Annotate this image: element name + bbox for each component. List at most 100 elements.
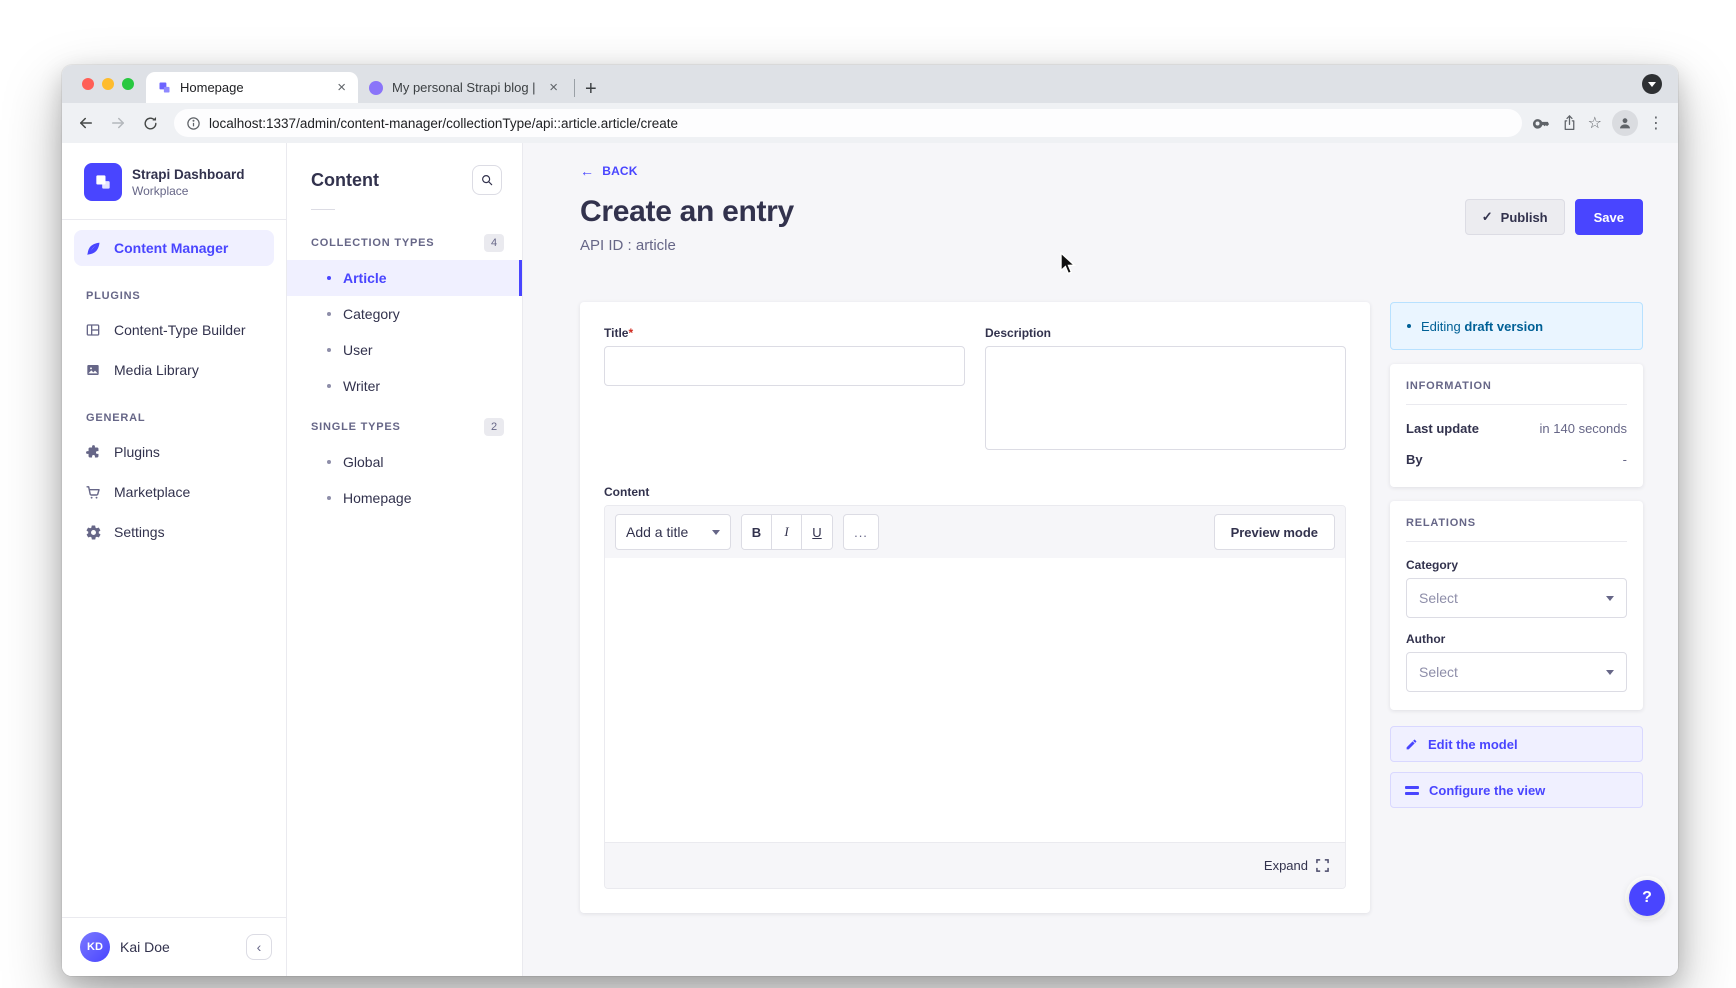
search-icon bbox=[482, 175, 493, 186]
chevron-down-icon bbox=[1648, 82, 1656, 87]
password-key-icon[interactable] bbox=[1532, 114, 1551, 133]
author-label: Author bbox=[1406, 632, 1446, 646]
configure-view-label: Configure the view bbox=[1429, 782, 1546, 798]
editing-draft-text: Editing draft version bbox=[1421, 318, 1544, 334]
browser-menu-icon[interactable]: ⋮ bbox=[1648, 115, 1664, 132]
sidebar-item-plugins[interactable]: Plugins bbox=[74, 434, 274, 470]
information-title: INFORMATION bbox=[1406, 380, 1492, 392]
sidebar-section-plugins: PLUGINS bbox=[86, 290, 141, 302]
chevron-down-icon bbox=[712, 529, 720, 535]
sidebar-item-settings[interactable]: Settings bbox=[74, 514, 274, 550]
underline-button[interactable]: U bbox=[802, 515, 832, 549]
browser-toolbar: localhost:1337/admin/content-manager/col… bbox=[62, 103, 1678, 143]
close-window-button[interactable] bbox=[82, 78, 94, 90]
content-editor-body[interactable] bbox=[605, 558, 1345, 842]
subnav-item-homepage[interactable]: Homepage bbox=[287, 480, 522, 516]
tab-homepage[interactable]: Homepage × bbox=[146, 72, 358, 103]
new-tab-button[interactable]: + bbox=[585, 78, 597, 100]
close-tab-icon[interactable]: × bbox=[549, 79, 558, 96]
publish-label: Publish bbox=[1500, 209, 1548, 225]
category-select-placeholder: Select bbox=[1419, 590, 1458, 606]
sidebar-item-content-manager[interactable]: Content Manager bbox=[74, 230, 274, 266]
last-update-value: in 140 seconds bbox=[1539, 421, 1627, 436]
sidebar-item-label: Media Library bbox=[114, 362, 199, 378]
sidebar-item-media-library[interactable]: Media Library bbox=[74, 352, 274, 388]
workspace-brand[interactable]: Strapi Dashboard Workplace bbox=[62, 143, 286, 220]
back-arrow-icon: ← bbox=[580, 163, 595, 179]
bullet-icon bbox=[327, 460, 331, 464]
expand-icon[interactable] bbox=[1316, 859, 1329, 872]
entry-form-card: Title* Description Content bbox=[580, 302, 1370, 913]
bullet-icon bbox=[1407, 324, 1411, 328]
api-id-subtitle: API ID : article bbox=[580, 237, 676, 254]
toolbar-icons: ☆ ⋮ bbox=[1532, 110, 1668, 136]
bullet-icon bbox=[327, 384, 331, 388]
subnav-item-user[interactable]: User bbox=[287, 332, 522, 368]
collapse-sidebar-button[interactable]: ‹ bbox=[246, 934, 272, 960]
bookmark-star-icon[interactable]: ☆ bbox=[1587, 115, 1602, 132]
divider bbox=[1406, 541, 1627, 542]
back-label: BACK bbox=[602, 164, 638, 178]
save-label: Save bbox=[1593, 209, 1624, 225]
editor-toolbar: Add a title B I U ... bbox=[605, 506, 1345, 558]
subnav-item-article[interactable]: Article bbox=[287, 260, 522, 296]
user-profile[interactable]: KD Kai Doe ‹ bbox=[62, 917, 286, 976]
category-select[interactable]: Select bbox=[1406, 578, 1627, 618]
edit-model-button[interactable]: Edit the model bbox=[1390, 726, 1643, 762]
sidebar-item-label: Settings bbox=[114, 524, 165, 540]
browser-profile-avatar[interactable] bbox=[1612, 110, 1638, 136]
window-controls bbox=[62, 65, 146, 103]
browser-forward-button[interactable] bbox=[104, 109, 132, 137]
collection-types-count: 4 bbox=[484, 234, 504, 252]
editing-draft-banner: Editing draft version bbox=[1390, 302, 1643, 350]
save-button[interactable]: Save bbox=[1574, 199, 1643, 235]
help-button[interactable]: ? bbox=[1629, 880, 1665, 916]
fullscreen-window-button[interactable] bbox=[122, 78, 134, 90]
description-textarea[interactable] bbox=[985, 346, 1346, 450]
main-sidebar: Strapi Dashboard Workplace Content Manag… bbox=[62, 143, 287, 976]
collection-types-header: COLLECTION TYPES bbox=[311, 237, 435, 249]
divider bbox=[311, 209, 335, 210]
subnav-item-writer[interactable]: Writer bbox=[287, 368, 522, 404]
publish-button[interactable]: ✓ Publish bbox=[1464, 199, 1565, 235]
preview-mode-button[interactable]: Preview mode bbox=[1213, 514, 1335, 550]
configure-view-button[interactable]: Configure the view bbox=[1390, 772, 1643, 808]
category-label: Category bbox=[1406, 558, 1459, 572]
heading-select[interactable]: Add a title bbox=[615, 514, 731, 550]
title-input[interactable] bbox=[604, 346, 965, 386]
share-icon[interactable] bbox=[1561, 114, 1578, 132]
browser-reload-button[interactable] bbox=[136, 109, 164, 137]
tab-blog[interactable]: My personal Strapi blog | Strap × bbox=[358, 72, 570, 103]
expand-label[interactable]: Expand bbox=[1263, 858, 1308, 873]
sidebar-item-marketplace[interactable]: Marketplace bbox=[74, 474, 274, 510]
puzzle-icon bbox=[84, 443, 102, 461]
bold-button[interactable]: B bbox=[742, 515, 772, 549]
heading-select-value: Add a title bbox=[626, 524, 689, 540]
layout-grid-icon bbox=[84, 321, 102, 339]
browser-back-button[interactable] bbox=[72, 109, 100, 137]
last-update-label: Last update bbox=[1406, 421, 1479, 436]
tab-title: My personal Strapi blog | Strap bbox=[392, 80, 539, 95]
url-bar[interactable]: localhost:1337/admin/content-manager/col… bbox=[174, 109, 1522, 137]
close-tab-icon[interactable]: × bbox=[337, 79, 346, 96]
bullet-icon bbox=[327, 348, 331, 352]
minimize-window-button[interactable] bbox=[102, 78, 114, 90]
content-subnav: Content COLLECTION TYPES 4 Article Categ… bbox=[287, 143, 523, 976]
configure-lines-icon bbox=[1405, 785, 1419, 795]
more-formats-button[interactable]: ... bbox=[843, 514, 879, 550]
tab-search-button[interactable] bbox=[1642, 74, 1662, 94]
author-select[interactable]: Select bbox=[1406, 652, 1627, 692]
browser-tab-strip: Homepage × My personal Strapi blog | Str… bbox=[62, 65, 1678, 103]
site-info-icon[interactable] bbox=[186, 116, 201, 131]
bullet-icon bbox=[327, 276, 331, 280]
format-button-group: B I U bbox=[741, 514, 833, 550]
search-button[interactable] bbox=[472, 165, 502, 195]
subnav-item-global[interactable]: Global bbox=[287, 444, 522, 480]
sidebar-item-content-type-builder[interactable]: Content-Type Builder bbox=[74, 312, 274, 348]
brand-subtitle: Workplace bbox=[132, 183, 189, 198]
back-link[interactable]: ← BACK bbox=[580, 163, 638, 179]
check-icon: ✓ bbox=[1481, 209, 1493, 224]
subnav-item-category[interactable]: Category bbox=[287, 296, 522, 332]
italic-button[interactable]: I bbox=[772, 515, 802, 549]
subnav-item-label: Global bbox=[343, 454, 384, 470]
